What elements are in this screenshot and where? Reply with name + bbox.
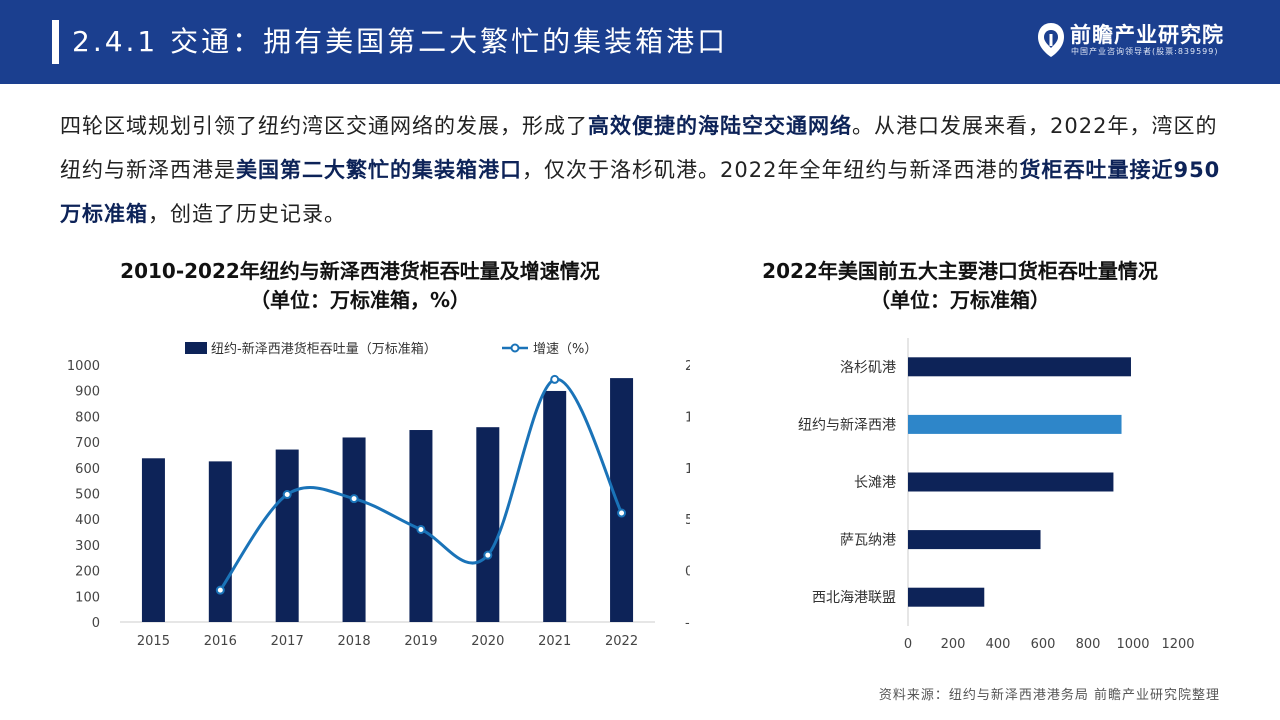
y-tick-label: 600: [75, 462, 100, 477]
logo-icon: [1038, 23, 1064, 57]
bar: [208, 461, 232, 622]
x-tick-label: 200: [941, 637, 966, 652]
x-tick-label: 2021: [538, 634, 571, 649]
y-tick-label: 300: [75, 539, 100, 554]
category-label: 纽约与新泽西港: [798, 417, 896, 433]
y2-tick-label: -5%: [685, 616, 690, 631]
x-tick-label: 2015: [137, 634, 170, 649]
y2-tick-label: 20%: [685, 359, 690, 374]
intro-highlight-3: 货柜吞吐量接近950万标准箱: [60, 158, 1221, 226]
right-chart-title-line1: 2022年美国前五大主要港口货柜吞吐量情况: [762, 259, 1158, 283]
y-tick-label: 500: [75, 488, 100, 503]
y-tick-label: 100: [75, 590, 100, 605]
legend-bar-label: 纽约-新泽西港货柜吞吐量（万标准箱）: [211, 341, 437, 357]
left-chart-title-line1: 2010-2022年纽约与新泽西港货柜吞吐量及增速情况: [120, 259, 600, 283]
y-tick-label: 0: [92, 616, 100, 631]
growth-point: [282, 490, 292, 500]
legend-line-label: 增速（%）: [533, 342, 597, 357]
intro-text-1: 四轮区域规划引领了纽约湾区交通网络的发展，形成了: [60, 114, 588, 138]
x-tick-label: 1000: [1116, 637, 1149, 652]
header-banner: 2.4.1 交通：拥有美国第二大繁忙的集装箱港口 前瞻产业研究院 中国产业咨询领…: [0, 0, 1280, 84]
bar: [908, 357, 1131, 377]
y-tick-label: 800: [75, 410, 100, 425]
source-note: 资料来源：纽约与新泽西港港务局 前瞻产业研究院整理: [878, 688, 1220, 703]
intro-paragraph: 四轮区域规划引领了纽约湾区交通网络的发展，形成了高效便捷的海陆空交通网络。从港口…: [60, 104, 1230, 236]
growth-point: [483, 550, 493, 560]
legend-line-marker: [510, 343, 520, 353]
intro-text-3: ，仅次于洛杉矶港。2022年全年纽约与新泽西港的: [522, 158, 1020, 182]
x-tick-label: 2019: [404, 634, 437, 649]
category-label: 萨瓦纳港: [840, 533, 896, 549]
right-chart-title: 2022年美国前五大主要港口货柜吞吐量情况 （单位：万标准箱）: [660, 257, 1260, 315]
x-tick-label: 800: [1076, 637, 1101, 652]
throughput-growth-chart: 1000900800700600500400300200100020%15%10…: [67, 341, 690, 649]
logo-tagline: 中国产业咨询领导者(股票:839599): [1071, 47, 1219, 56]
x-tick-label: 600: [1031, 637, 1056, 652]
bar: [543, 390, 567, 622]
y-tick-label: 700: [75, 436, 100, 451]
y-tick-label: 1000: [67, 359, 100, 374]
y2-tick-label: 5%: [685, 513, 690, 528]
intro-highlight-1: 高效便捷的海陆空交通网络: [588, 114, 852, 138]
header-accent-bar: [52, 20, 59, 64]
intro-text-4: ，创造了历史记录。: [148, 202, 346, 226]
intro-text-2: 。从港口发展来看，2022年，湾区的纽约与新泽西港是: [60, 114, 1218, 182]
y-tick-label: 400: [75, 513, 100, 528]
x-tick-label: 2016: [204, 634, 237, 649]
left-chart-title-line2: （单位：万标准箱，%）: [249, 288, 471, 312]
bar: [908, 587, 985, 607]
bar: [342, 437, 366, 622]
bar: [275, 449, 299, 622]
category-label: 长滩港: [854, 475, 896, 491]
growth-point: [550, 374, 560, 384]
bar: [141, 458, 165, 622]
growth-point: [416, 524, 426, 534]
y-tick-label: 900: [75, 385, 100, 400]
growth-point: [617, 508, 627, 518]
left-chart-title: 2010-2022年纽约与新泽西港货柜吞吐量及增速情况 （单位：万标准箱，%）: [60, 257, 660, 315]
x-tick-label: 400: [986, 637, 1011, 652]
page-title: 2.4.1 交通：拥有美国第二大繁忙的集装箱港口: [72, 25, 729, 58]
x-tick-label: 1200: [1161, 637, 1194, 652]
bar: [908, 414, 1122, 434]
bar: [908, 530, 1041, 550]
intro-highlight-2: 美国第二大繁忙的集装箱港口: [236, 158, 522, 182]
logo: 前瞻产业研究院 中国产业咨询领导者(股票:839599): [1036, 18, 1236, 62]
bar: [610, 378, 634, 622]
legend-bar-swatch: [185, 342, 207, 354]
category-label: 洛杉矶港: [840, 360, 896, 376]
y-tick-label: 200: [75, 565, 100, 580]
x-tick-label: 2022: [605, 634, 638, 649]
bar: [908, 472, 1114, 492]
x-tick-label: 2020: [471, 634, 504, 649]
y2-tick-label: 10%: [685, 462, 690, 477]
y2-tick-label: 0%: [685, 565, 690, 580]
x-tick-label: 2017: [271, 634, 304, 649]
y2-tick-label: 15%: [685, 410, 690, 425]
logo-name: 前瞻产业研究院: [1070, 23, 1224, 47]
growth-point: [215, 585, 225, 595]
category-label: 西北海港联盟: [812, 590, 896, 606]
growth-point: [349, 494, 359, 504]
bar: [476, 427, 500, 622]
right-chart-title-line2: （单位：万标准箱）: [870, 288, 1050, 312]
x-tick-label: 2018: [338, 634, 371, 649]
x-tick-label: 0: [904, 637, 912, 652]
